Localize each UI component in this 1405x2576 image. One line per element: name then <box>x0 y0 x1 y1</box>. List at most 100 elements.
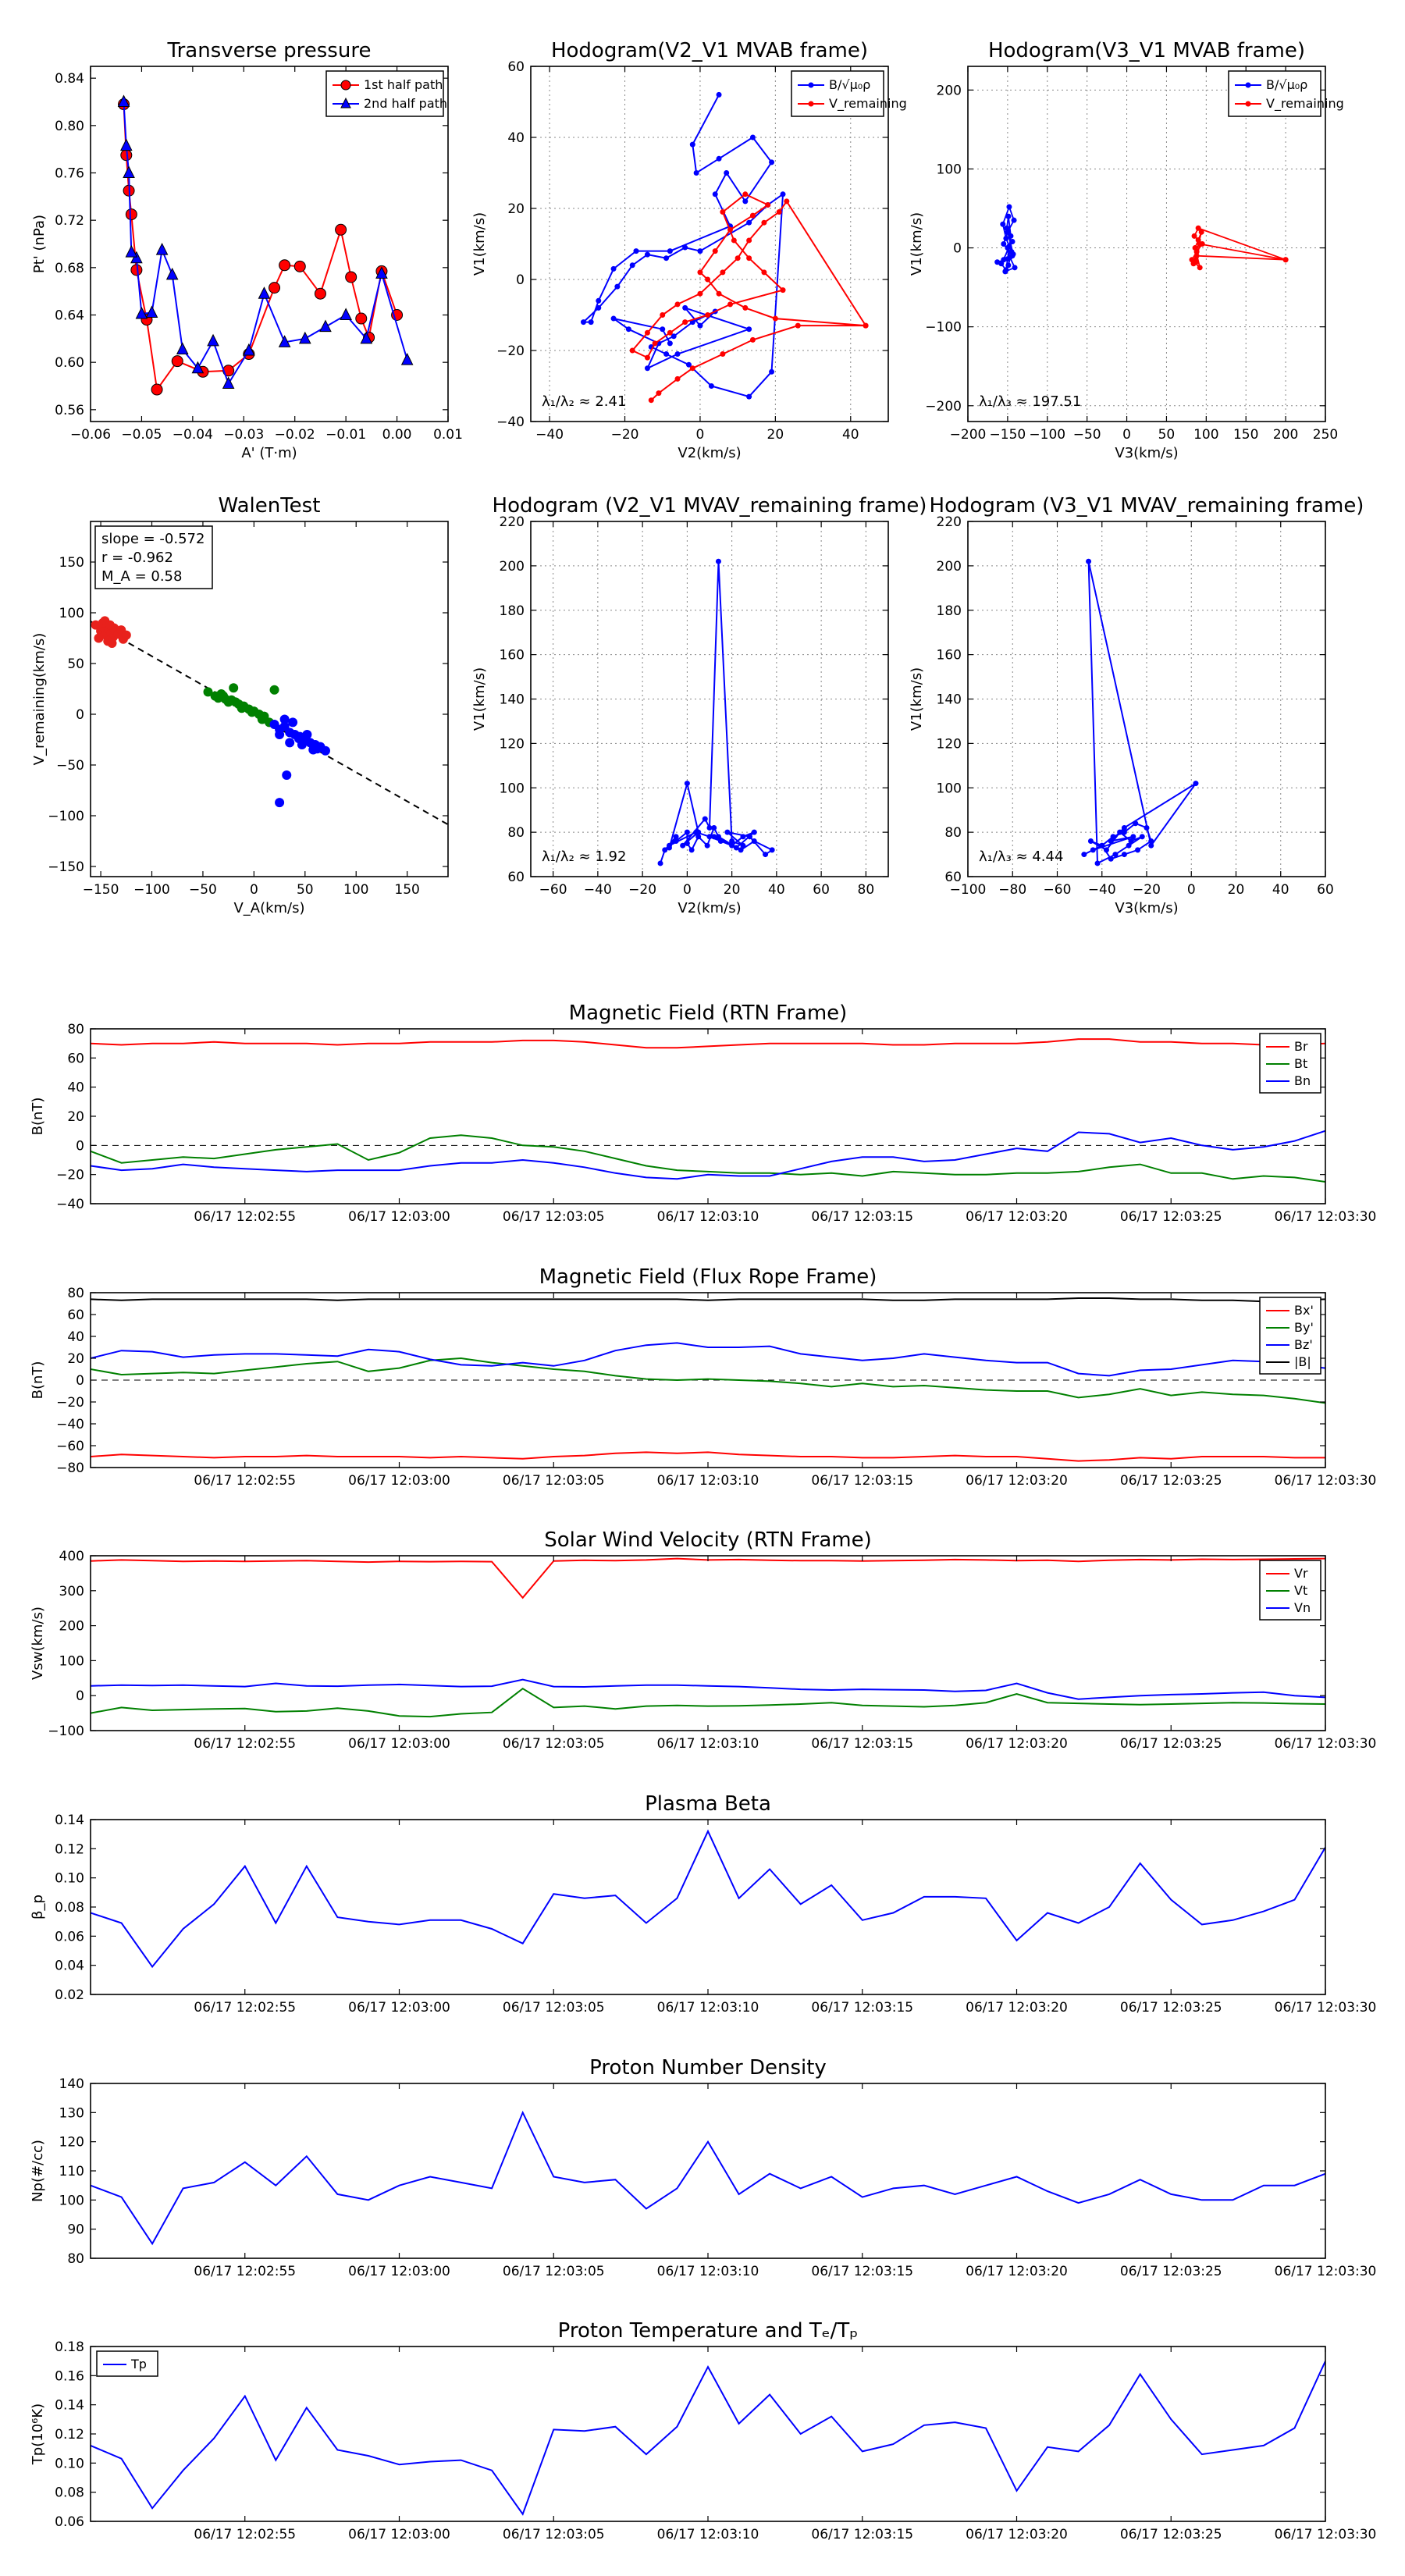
series-line-trajectory <box>660 561 774 864</box>
data-point <box>1197 241 1203 247</box>
y-tick-label: 50 <box>67 656 84 672</box>
plot-area <box>91 1297 1325 1462</box>
axes-frame <box>90 1028 1326 1204</box>
x-tick-label: 100 <box>343 882 368 898</box>
data-point <box>230 697 240 707</box>
data-point <box>121 630 131 640</box>
chart-title: Solar Wind Velocity (RTN Frame) <box>544 1528 871 1552</box>
y-tick-label: 0.08 <box>55 2485 84 2501</box>
data-point <box>1103 847 1109 853</box>
x-tick-label: 20 <box>767 427 784 443</box>
data-point <box>784 198 790 205</box>
y-tick-label: 400 <box>59 1549 84 1564</box>
data-point <box>711 824 717 831</box>
data-point <box>1121 852 1127 858</box>
data-point <box>302 730 312 739</box>
data-point-triangle <box>222 376 235 389</box>
data-point <box>712 191 718 197</box>
data-point <box>1193 259 1199 265</box>
data-point-circle <box>171 355 183 368</box>
data-point <box>1192 245 1198 251</box>
legend-label: |B| <box>1294 1354 1311 1369</box>
x-tick-label: 40 <box>768 882 785 898</box>
axes-frame <box>90 521 449 877</box>
data-point <box>697 269 703 276</box>
data-point <box>1110 834 1116 840</box>
data-point <box>682 319 688 326</box>
data-point <box>288 717 298 728</box>
data-point <box>656 390 662 397</box>
x-tick-label: −40 <box>584 882 612 898</box>
data-point <box>702 816 708 822</box>
data-point <box>689 365 695 372</box>
data-point <box>1006 204 1012 210</box>
legend-marker <box>808 101 814 107</box>
chart-hodogram-v2v1-mvav: −60 −40 −20 0 20 40 60 80 60 80 100 120 140 160 180 200… <box>471 494 927 916</box>
data-point <box>720 269 726 276</box>
data-point <box>697 322 703 329</box>
data-point <box>795 322 801 329</box>
y-tick-label: 0 <box>953 241 962 257</box>
data-point <box>282 770 292 780</box>
data-point <box>652 340 658 347</box>
legend-box <box>96 2350 158 2377</box>
x-tick-label: −0.03 <box>223 427 264 443</box>
x-tick-label: 0 <box>696 427 705 443</box>
data-point <box>747 834 753 840</box>
data-point <box>1193 781 1199 787</box>
data-point <box>708 383 714 389</box>
y-tick-label: −80 <box>56 1461 84 1476</box>
y-tick-label: 0 <box>76 1373 84 1389</box>
x-axis-label: V3(km/s) <box>1115 900 1178 916</box>
data-point <box>674 375 681 382</box>
data-point <box>704 842 710 849</box>
x-tick-label: 06/17 12:03:15 <box>811 2527 913 2542</box>
x-tick-label: −0.04 <box>173 427 213 443</box>
y-axis-label: V_remaining(km/s) <box>31 633 48 766</box>
x-tick-label: 150 <box>394 882 419 898</box>
data-point <box>625 326 631 333</box>
legend-label: Vn <box>1294 1600 1311 1615</box>
x-tick-label: 0.00 <box>382 427 412 443</box>
data-point-triangle <box>165 267 179 280</box>
x-tick-label: −200 <box>950 427 987 443</box>
data-point <box>716 290 722 297</box>
series-line-trajectory <box>1083 560 1197 865</box>
legend-box <box>325 70 444 117</box>
y-tick-label: 300 <box>59 1584 84 1599</box>
data-point <box>1139 834 1145 840</box>
x-tick-label: −40 <box>1088 882 1116 898</box>
data-point-triangle <box>191 361 205 374</box>
data-point <box>746 237 752 244</box>
data-point <box>610 315 617 322</box>
x-tick-label: 06/17 12:02:55 <box>194 1473 296 1489</box>
x-tick-label: −60 <box>1044 882 1072 898</box>
data-point <box>660 312 666 318</box>
legend-label: Tp <box>130 2357 147 2371</box>
x-tick-label: −0.01 <box>325 427 366 443</box>
y-axis-label: B(nT) <box>30 1361 46 1400</box>
data-point <box>693 170 699 176</box>
x-tick-label: 06/17 12:03:05 <box>503 1473 605 1489</box>
x-tick-label: 06/17 12:03:05 <box>503 2000 605 2016</box>
y-tick-label: 20 <box>67 1351 84 1367</box>
data-point <box>697 290 703 297</box>
data-point <box>663 255 670 262</box>
data-point <box>780 191 786 197</box>
y-axis-label: Tp(10⁶K) <box>30 2403 46 2465</box>
data-point <box>711 834 717 840</box>
x-tick-label: 06/17 12:03:25 <box>1120 1736 1222 1752</box>
x-tick-label: 06/17 12:02:55 <box>194 2000 296 2016</box>
data-point <box>761 269 767 276</box>
data-point <box>1195 225 1201 231</box>
series-line-bz <box>91 1342 1325 1377</box>
legend-label: B/√μ₀ρ <box>829 77 870 92</box>
chart-plasma-beta: 06/17 12:02:55 06/17 12:03:00 06/17 12:03:… <box>30 1792 1376 2016</box>
y-tick-label: 80 <box>67 1286 84 1301</box>
data-point <box>765 201 771 208</box>
y-tick-label: 40 <box>67 1329 84 1345</box>
series-line-vn <box>91 1678 1325 1700</box>
data-point <box>667 248 673 254</box>
series-line-br <box>91 1038 1325 1049</box>
chart-solar-wind-velocity: 06/17 12:02:55 06/17 12:03:00 06/17 12:03:… <box>30 1528 1376 1752</box>
